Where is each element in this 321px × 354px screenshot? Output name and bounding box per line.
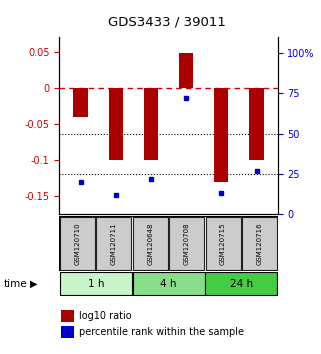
Bar — [249, 88, 264, 160]
Text: GSM120711: GSM120711 — [111, 222, 117, 265]
Bar — [74, 88, 88, 116]
Bar — [109, 88, 123, 160]
Text: GSM120648: GSM120648 — [147, 222, 153, 265]
Text: GSM120716: GSM120716 — [256, 222, 263, 265]
Text: log10 ratio: log10 ratio — [79, 311, 131, 321]
Text: GSM120708: GSM120708 — [184, 222, 190, 265]
Bar — [214, 88, 228, 182]
Text: 4 h: 4 h — [160, 279, 177, 289]
Bar — [97, 217, 131, 270]
Bar — [144, 88, 158, 160]
Text: ▶: ▶ — [30, 279, 38, 289]
Bar — [205, 273, 277, 295]
Bar — [133, 217, 168, 270]
Text: 24 h: 24 h — [230, 279, 253, 289]
Bar — [133, 273, 204, 295]
Bar — [179, 53, 193, 88]
Text: percentile rank within the sample: percentile rank within the sample — [79, 327, 244, 337]
Text: time: time — [3, 279, 27, 289]
Bar — [60, 217, 95, 270]
Bar — [169, 217, 204, 270]
Bar — [242, 217, 277, 270]
Text: GDS3433 / 39011: GDS3433 / 39011 — [108, 16, 226, 29]
Text: GSM120715: GSM120715 — [220, 222, 226, 265]
Bar — [60, 273, 132, 295]
Text: GSM120710: GSM120710 — [74, 222, 81, 265]
Bar — [206, 217, 240, 270]
Text: 1 h: 1 h — [88, 279, 104, 289]
